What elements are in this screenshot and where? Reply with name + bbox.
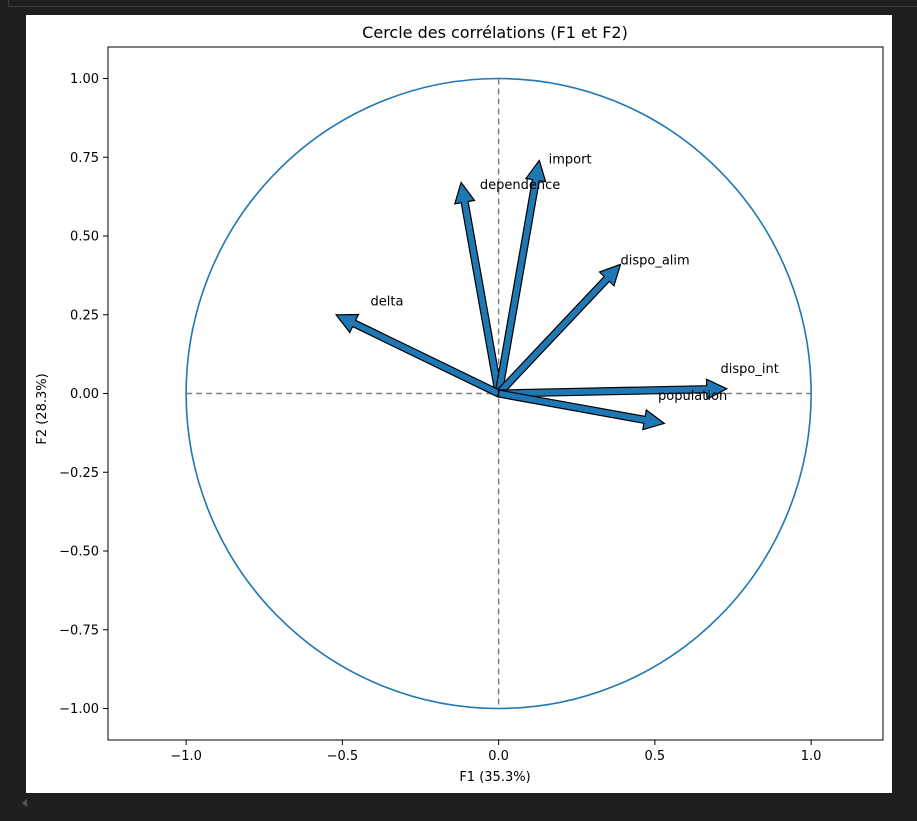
label-dispo_int: dispo_int [721,362,779,377]
x-tick-label: 1.0 [801,749,822,764]
y-tick-label: −0.25 [59,466,99,481]
y-tick-label: −0.75 [59,623,99,638]
label-dispo_alim: dispo_alim [621,253,690,268]
window-top-border [8,0,917,7]
label-population: population [658,389,727,404]
label-import: import [549,153,592,168]
x-tick-label: 0.5 [645,749,666,764]
y-tick-label: 0.00 [70,387,99,402]
x-axis-label: F1 (35.3%) [459,770,530,785]
y-tick-label: 0.75 [70,151,99,166]
y-axis-label: F2 (28.3%) [35,373,50,444]
y-tick-label: 0.25 [70,308,99,323]
arrow-delta [334,313,502,398]
arrow-population [497,389,666,431]
y-tick-label: −1.00 [59,702,99,717]
y-tick-label: −0.50 [59,545,99,560]
arrow-dispo_alim [495,263,622,397]
chart-panel: Cercle des corrélations (F1 et F2) F1 (3… [26,15,892,793]
correlation-circle-chart: Cercle des corrélations (F1 et F2) F1 (3… [35,23,884,785]
x-tick-label: −0.5 [327,749,359,764]
x-tick-label: −1.0 [170,749,202,764]
arrow-dependence [453,181,503,395]
y-tick-label: 0.50 [70,230,99,245]
label-delta: delta [371,294,404,309]
chart-title: Cercle des corrélations (F1 et F2) [362,23,628,42]
scroll-left-icon[interactable] [22,799,27,807]
arrow-import [494,159,547,395]
arrow-dispo_int [497,378,729,401]
y-tick-label: 1.00 [70,72,99,87]
x-tick-label: 0.0 [488,749,509,764]
label-dependence: dependence [480,178,560,193]
